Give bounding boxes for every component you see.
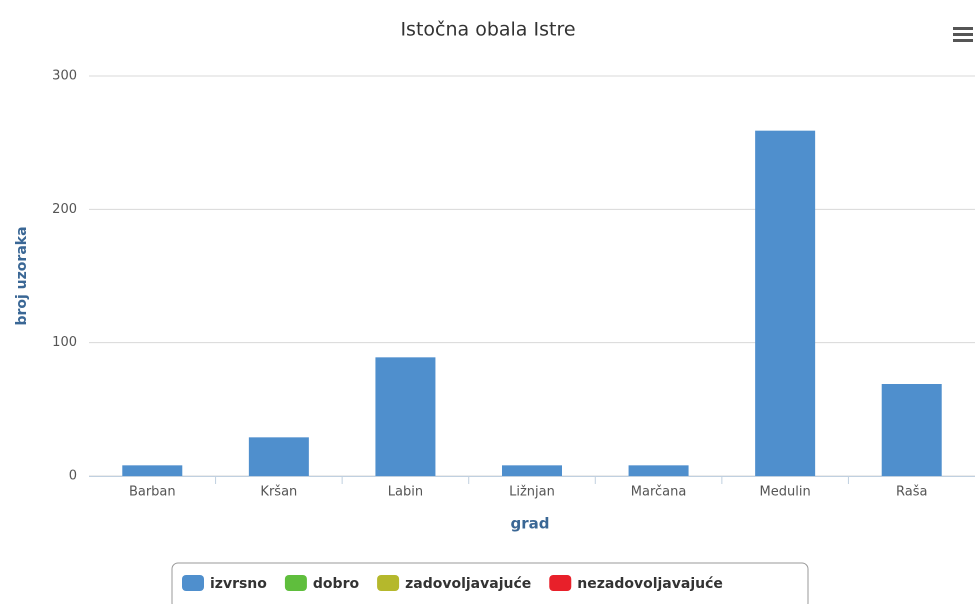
legend-box	[171, 562, 809, 604]
x-axis-label: grad	[511, 515, 550, 533]
y-tick-label: 100	[52, 335, 77, 350]
legend-swatch	[549, 575, 572, 591]
bar	[881, 384, 942, 476]
legend-swatch	[377, 575, 400, 591]
x-tick-label: Ližnjan	[509, 485, 555, 500]
bar	[122, 465, 183, 476]
bar	[755, 130, 816, 476]
y-tick-label: 200	[52, 202, 77, 217]
menu-icon[interactable]	[953, 27, 973, 42]
legend-label: izvrsno	[210, 576, 267, 592]
bar	[502, 465, 562, 476]
y-tick-label: 0	[69, 469, 77, 484]
legend-label: zadovoljavajuće	[405, 576, 531, 592]
bar	[628, 465, 689, 476]
y-tick-label: 300	[52, 69, 77, 84]
x-tick-label: Labin	[388, 485, 423, 500]
chart-title: Istočna obala Istre	[400, 19, 575, 41]
legend-swatch	[182, 575, 204, 591]
x-tick-label: Kršan	[260, 485, 297, 500]
x-tick-label: Barban	[129, 485, 176, 500]
x-tick-label: Medulin	[760, 485, 811, 500]
x-tick-label: Raša	[896, 485, 927, 500]
legend-swatch	[284, 575, 307, 591]
bar	[375, 357, 436, 476]
x-tick-label: Marčana	[631, 485, 687, 500]
y-axis-label: broj uzoraka	[14, 226, 30, 325]
legend-label: dobro	[313, 576, 360, 592]
legend-label: nezadovoljavajuće	[577, 576, 723, 592]
bar	[248, 437, 309, 476]
